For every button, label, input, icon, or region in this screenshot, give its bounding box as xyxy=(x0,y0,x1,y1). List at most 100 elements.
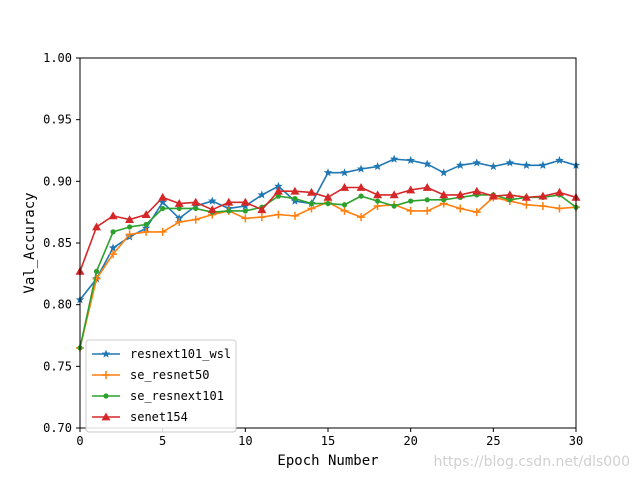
data-point-se_resnet50-2 xyxy=(109,250,118,259)
data-point-senet154-7 xyxy=(191,197,201,206)
data-point-resnext101_wsl-29 xyxy=(555,155,564,165)
legend-marker-resnext101_wsl xyxy=(101,349,111,358)
y-tick-label: 1.00 xyxy=(43,51,72,65)
y-axis-title: Val_Accuracy xyxy=(22,192,38,293)
legend-marker-se_resnext101 xyxy=(103,393,109,399)
data-point-resnext101_wsl-24 xyxy=(472,158,482,167)
data-point-senet154-24 xyxy=(472,186,482,195)
legend-marker-senet154 xyxy=(101,412,111,421)
data-point-se_resnext101-13 xyxy=(292,196,298,202)
legend-entry-se_resnext101: se_resnext101 xyxy=(92,389,224,403)
data-point-resnext101_wsl-11 xyxy=(257,190,267,199)
series-line-resnext101_wsl xyxy=(79,158,577,301)
data-point-resnext101_wsl-12 xyxy=(274,181,283,190)
data-point-se_resnet50-23 xyxy=(456,204,465,213)
data-point-se_resnet50-7 xyxy=(191,215,200,224)
data-point-se_resnext101-22 xyxy=(441,197,447,203)
data-point-se_resnext101-6 xyxy=(176,205,182,212)
y-tick-label: 0.90 xyxy=(43,174,72,188)
data-point-senet154-9 xyxy=(224,197,234,206)
data-point-resnext101_wsl-15 xyxy=(323,168,333,177)
x-tick-label: 5 xyxy=(159,434,166,448)
data-point-se_resnext101-14 xyxy=(308,200,315,207)
data-point-senet154-16 xyxy=(340,183,350,191)
data-point-se_resnext101-18 xyxy=(375,198,381,204)
data-point-resnext101_wsl-2 xyxy=(108,243,118,252)
data-point-resnext101_wsl-25 xyxy=(489,162,498,171)
data-point-se_resnext101-5 xyxy=(160,205,166,212)
x-tick-label: 0 xyxy=(76,434,83,448)
data-point-senet154-15 xyxy=(323,192,333,201)
data-point-se_resnet50-6 xyxy=(175,218,184,227)
data-point-senet154-5 xyxy=(158,192,168,201)
data-point-senet154-25 xyxy=(488,191,498,200)
data-point-se_resnet50-3 xyxy=(125,230,134,239)
series-se_resnet50 xyxy=(76,193,580,352)
data-point-senet154-13 xyxy=(290,186,300,195)
legend-label: se_resnext101 xyxy=(130,389,224,403)
data-point-senet154-2 xyxy=(108,211,118,220)
data-point-se_resnext101-20 xyxy=(408,198,414,204)
x-tick-label: 30 xyxy=(569,434,583,448)
data-point-senet154-11 xyxy=(257,205,267,214)
data-point-senet154-6 xyxy=(174,199,184,207)
data-point-se_resnext101-17 xyxy=(358,193,364,199)
data-point-se_resnet50-4 xyxy=(142,227,151,236)
legend-entry-senet154: senet154 xyxy=(92,410,188,424)
data-point-se_resnext101-12 xyxy=(275,193,281,199)
data-point-senet154-10 xyxy=(240,197,250,206)
data-point-se_resnet50-11 xyxy=(257,213,266,222)
data-point-resnext101_wsl-20 xyxy=(406,155,415,165)
data-point-senet154-21 xyxy=(422,183,432,191)
data-point-senet154-4 xyxy=(141,210,151,219)
x-tick-label: 10 xyxy=(238,434,252,448)
x-axis-title: Epoch Number xyxy=(277,453,378,469)
data-point-se_resnet50-5 xyxy=(158,227,167,236)
legend-box xyxy=(85,339,237,433)
y-tick-label: 0.75 xyxy=(43,359,72,373)
data-point-se_resnet50-24 xyxy=(472,208,481,217)
data-point-resnext101_wsl-19 xyxy=(389,154,399,163)
data-point-se_resnet50-17 xyxy=(357,213,366,222)
data-point-senet154-26 xyxy=(505,190,515,199)
watermark-text: https://blog.csdn.net/dls000 xyxy=(433,454,630,470)
data-point-senet154-1 xyxy=(92,222,102,231)
data-point-senet154-14 xyxy=(306,187,316,196)
data-point-se_resnext101-15 xyxy=(325,200,331,207)
series-senet154 xyxy=(75,183,581,275)
series-line-se_resnet50 xyxy=(79,196,577,349)
series-layer xyxy=(75,154,581,352)
data-point-senet154-18 xyxy=(373,190,383,199)
legend-marker-se_resnet50 xyxy=(102,371,110,379)
data-point-resnext101_wsl-8 xyxy=(207,196,217,205)
data-point-resnext101_wsl-21 xyxy=(422,159,432,168)
legend-label: resnext101_wsl xyxy=(130,347,231,361)
legend-label: se_resnet50 xyxy=(130,368,209,382)
data-point-se_resnet50-27 xyxy=(522,200,531,209)
data-point-senet154-27 xyxy=(521,192,531,201)
data-point-se_resnext101-7 xyxy=(193,205,199,212)
data-point-resnext101_wsl-4 xyxy=(141,223,151,232)
data-point-se_resnext101-4 xyxy=(143,221,149,228)
legend-entry-resnext101_wsl: resnext101_wsl xyxy=(92,347,231,361)
data-point-se_resnext101-16 xyxy=(341,202,348,208)
ticks-layer: 0 5 10 15 20 25 30 0.70 0.75 0.80 0.85 0.90 0.95 1.00 xyxy=(43,51,583,448)
data-point-se_resnet50-20 xyxy=(406,206,415,215)
data-point-se_resnet50-16 xyxy=(340,206,349,215)
data-point-senet154-23 xyxy=(455,190,465,199)
data-point-senet154-22 xyxy=(439,190,449,199)
data-point-senet154-28 xyxy=(538,191,548,200)
data-point-se_resnext101-9 xyxy=(226,208,232,214)
data-point-resnext101_wsl-5 xyxy=(158,197,167,206)
data-point-se_resnet50-10 xyxy=(241,214,250,223)
legend-entry-se_resnet50: se_resnet50 xyxy=(92,368,209,382)
data-point-senet154-19 xyxy=(389,190,399,199)
data-point-resnext101_wsl-27 xyxy=(522,160,531,169)
data-point-senet154-3 xyxy=(125,215,135,223)
data-point-se_resnet50-1 xyxy=(92,274,101,283)
data-point-se_resnext101-19 xyxy=(391,203,397,209)
y-tick-label: 0.70 xyxy=(43,421,72,435)
data-point-se_resnet50-12 xyxy=(274,210,283,219)
y-tick-label: 0.80 xyxy=(43,298,72,312)
